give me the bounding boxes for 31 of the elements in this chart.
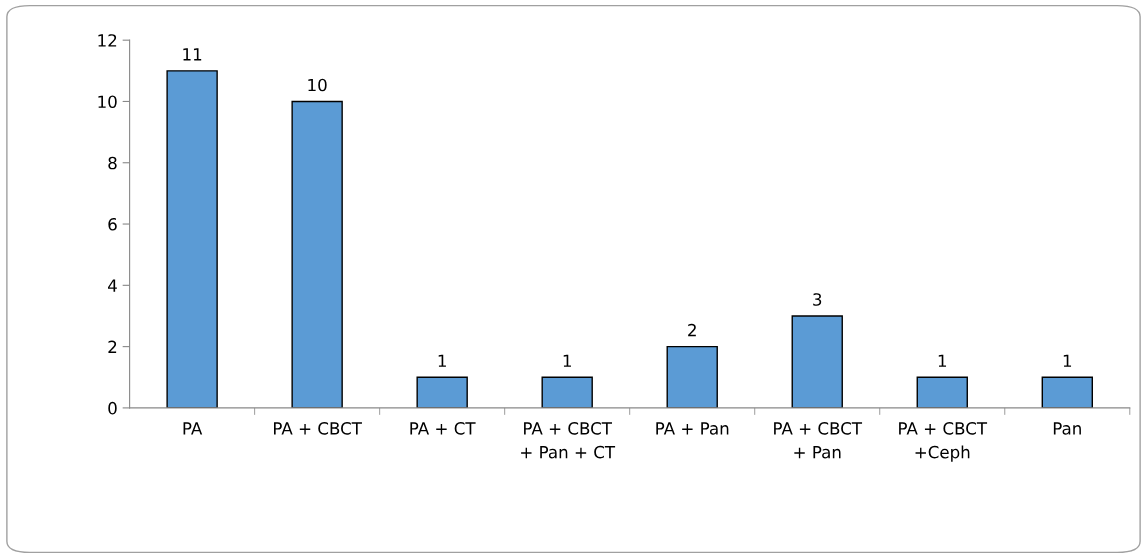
x-tick-label: PA + CBCT xyxy=(274,422,362,435)
y-tick-label: 6 xyxy=(108,218,117,231)
bar xyxy=(291,100,343,408)
y-tick-label: 8 xyxy=(108,156,117,170)
y-tick-label: 0 xyxy=(108,401,117,415)
data-label: 1 xyxy=(1063,354,1072,367)
bar xyxy=(1041,376,1093,408)
y-tick-label: 10 xyxy=(98,95,117,109)
x-tick-label: PA + CBCT + Pan + CT xyxy=(521,422,616,459)
data-label: 1 xyxy=(563,354,571,367)
y-tick-label: 12 xyxy=(98,34,117,47)
x-tick-label: PA + CT xyxy=(410,422,476,435)
bar xyxy=(166,70,218,408)
bar xyxy=(916,376,968,408)
bar xyxy=(541,376,593,408)
y-tick-label: 2 xyxy=(108,340,117,353)
data-label: 10 xyxy=(308,78,327,92)
data-label: 1 xyxy=(938,354,947,367)
data-label: 2 xyxy=(688,323,696,337)
bar xyxy=(416,376,468,408)
data-label: 11 xyxy=(183,48,202,61)
x-tick-label: PA + CBCT + Pan xyxy=(774,422,863,459)
x-tick-label: PA + Pan xyxy=(656,422,729,435)
x-tick-label: PA xyxy=(183,422,203,435)
data-label: 1 xyxy=(438,354,446,367)
bar xyxy=(791,315,843,408)
y-tick-label: 4 xyxy=(108,279,117,292)
x-tick-label: Pan xyxy=(1053,422,1081,435)
x-tick-label: PA + CBCT +Ceph xyxy=(899,422,988,462)
bar xyxy=(666,345,718,408)
data-label: 3 xyxy=(813,293,822,306)
